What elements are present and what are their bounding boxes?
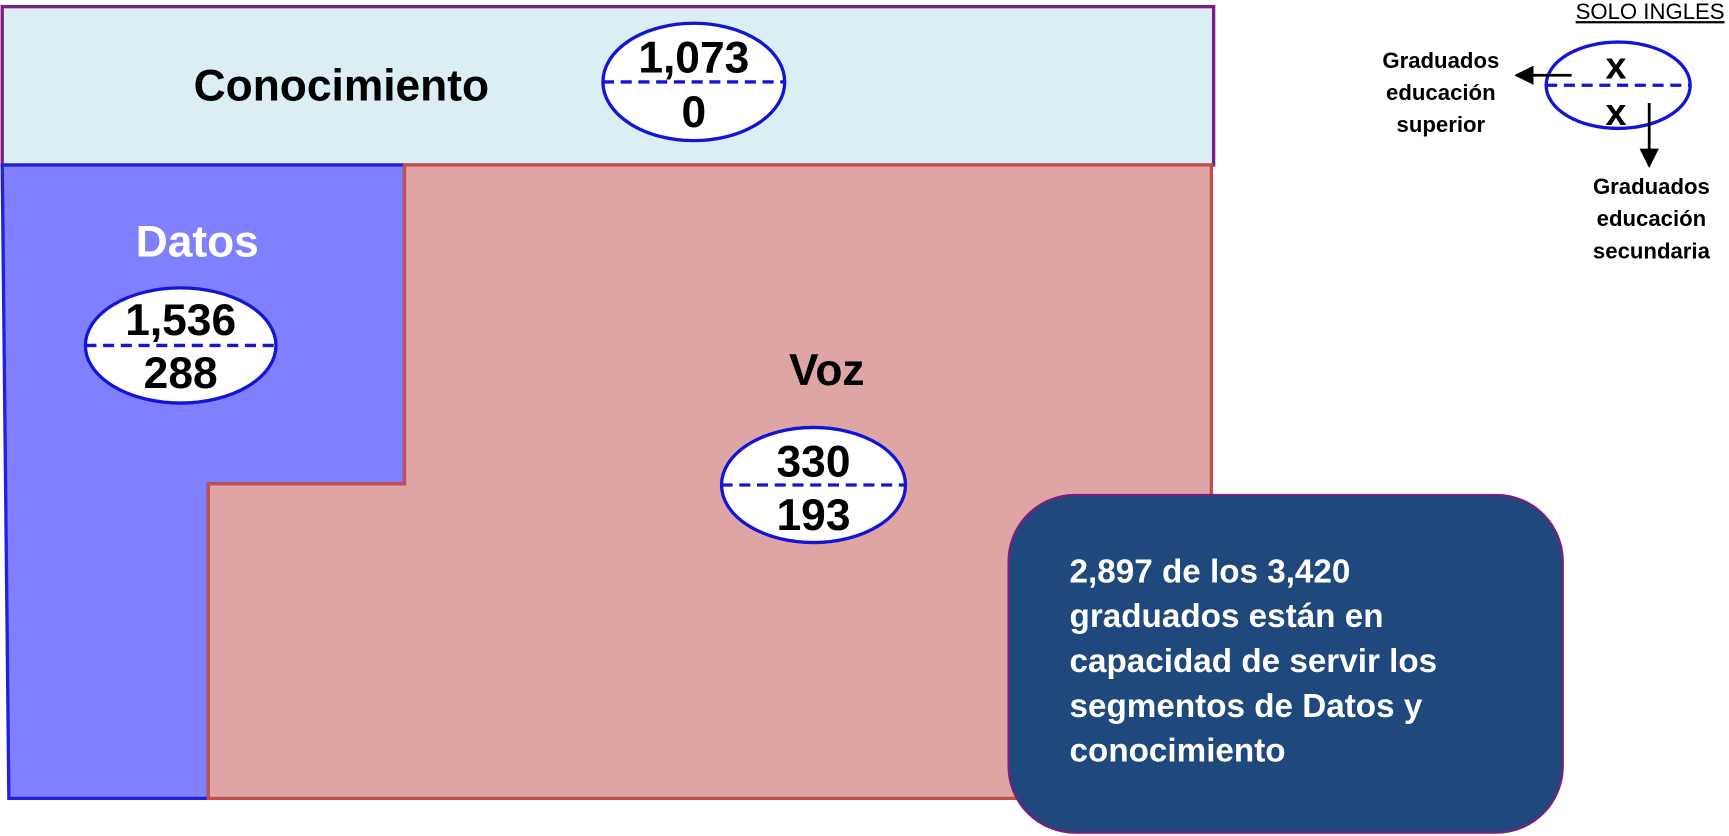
legend-title: SOLO INGLES [1576,0,1725,24]
text-line: graduados están en [1070,598,1384,635]
text-line: educación [1597,206,1707,231]
text-line: 2,897 de los 3,420 [1070,553,1351,590]
legend-bottom: x [1605,91,1626,133]
bottom-count: 288 [144,349,218,398]
voz-area [206,163,1214,801]
top-count: 1,536 [125,296,236,345]
count-oval: 330 193 [719,425,908,545]
text-line: superior [1397,112,1486,137]
segment-label: Datos [136,217,259,266]
count-oval: 1,073 0 [601,21,787,143]
segment-label: Voz [789,346,865,395]
segment-label: Conocimiento [194,61,489,110]
callout-box [1007,493,1564,834]
text-line: Graduados [1593,174,1710,199]
legend-top: x [1605,45,1626,87]
top-count: 1,073 [638,34,749,83]
text-line: conocimiento [1070,733,1286,770]
text-line: capacidad de servir los [1070,643,1438,680]
callout-text: 2,897 de los 3,420 graduados están en capa… [1070,553,1438,769]
top-count: 330 [777,438,851,487]
legend-top-label: Graduados educación superior [1382,48,1499,137]
bottom-count: 0 [681,88,706,137]
text-line: Graduados [1382,48,1499,73]
count-oval: 1,536 288 [83,286,278,405]
bottom-count: 193 [777,491,851,540]
text-line: educación [1386,80,1496,105]
text-line: segmentos de Datos y [1070,688,1423,725]
legend-bottom-label: Graduados educación secundaria [1593,174,1711,263]
text-line: secundaria [1593,238,1711,263]
